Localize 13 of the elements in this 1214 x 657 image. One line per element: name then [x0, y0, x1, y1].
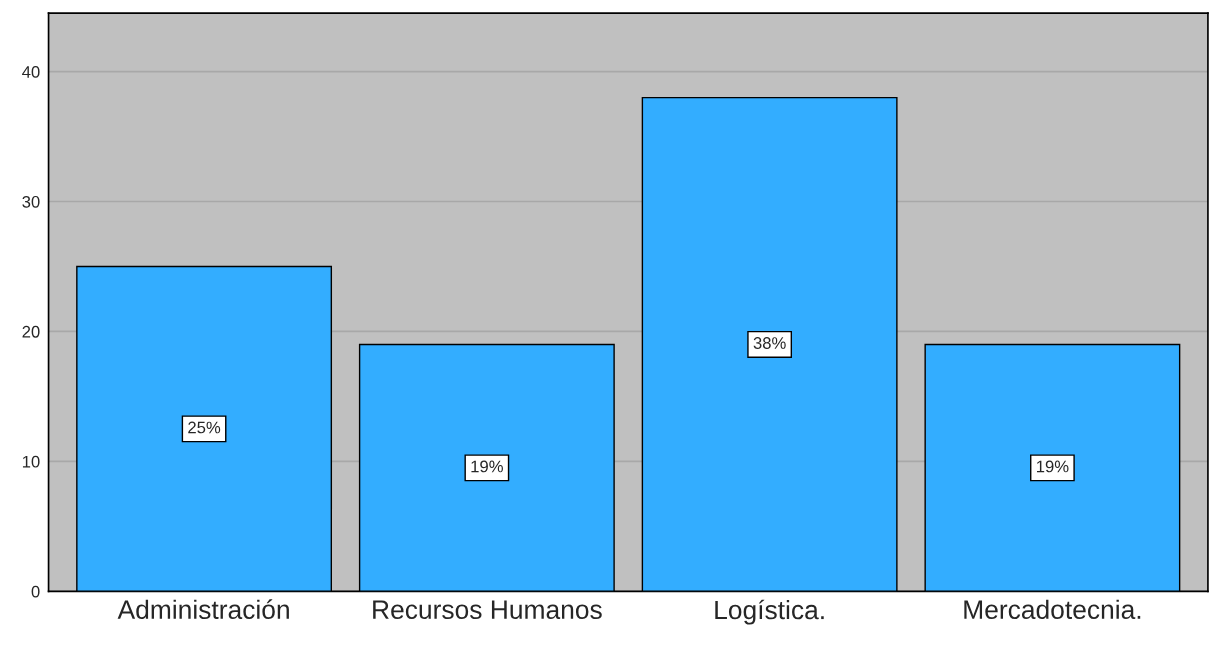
- data-label: 25%: [188, 421, 221, 434]
- y-tick-label: 40: [22, 66, 40, 78]
- y-tick-label: 30: [22, 195, 40, 208]
- x-tick-label: Mercadotecnia.: [964, 599, 1141, 620]
- y-tick-label: 0: [31, 585, 40, 598]
- data-label: 19%: [1037, 460, 1069, 473]
- data-label: 19%: [471, 460, 503, 473]
- data-label: 38%: [753, 337, 786, 349]
- y-tick-label: 10: [22, 455, 40, 468]
- x-tick-label: Logística.: [715, 599, 824, 625]
- x-tick-label: Administración: [117, 599, 289, 620]
- x-tick-label: Recursos Humanos: [373, 600, 602, 620]
- y-tick-label: 20: [22, 325, 40, 338]
